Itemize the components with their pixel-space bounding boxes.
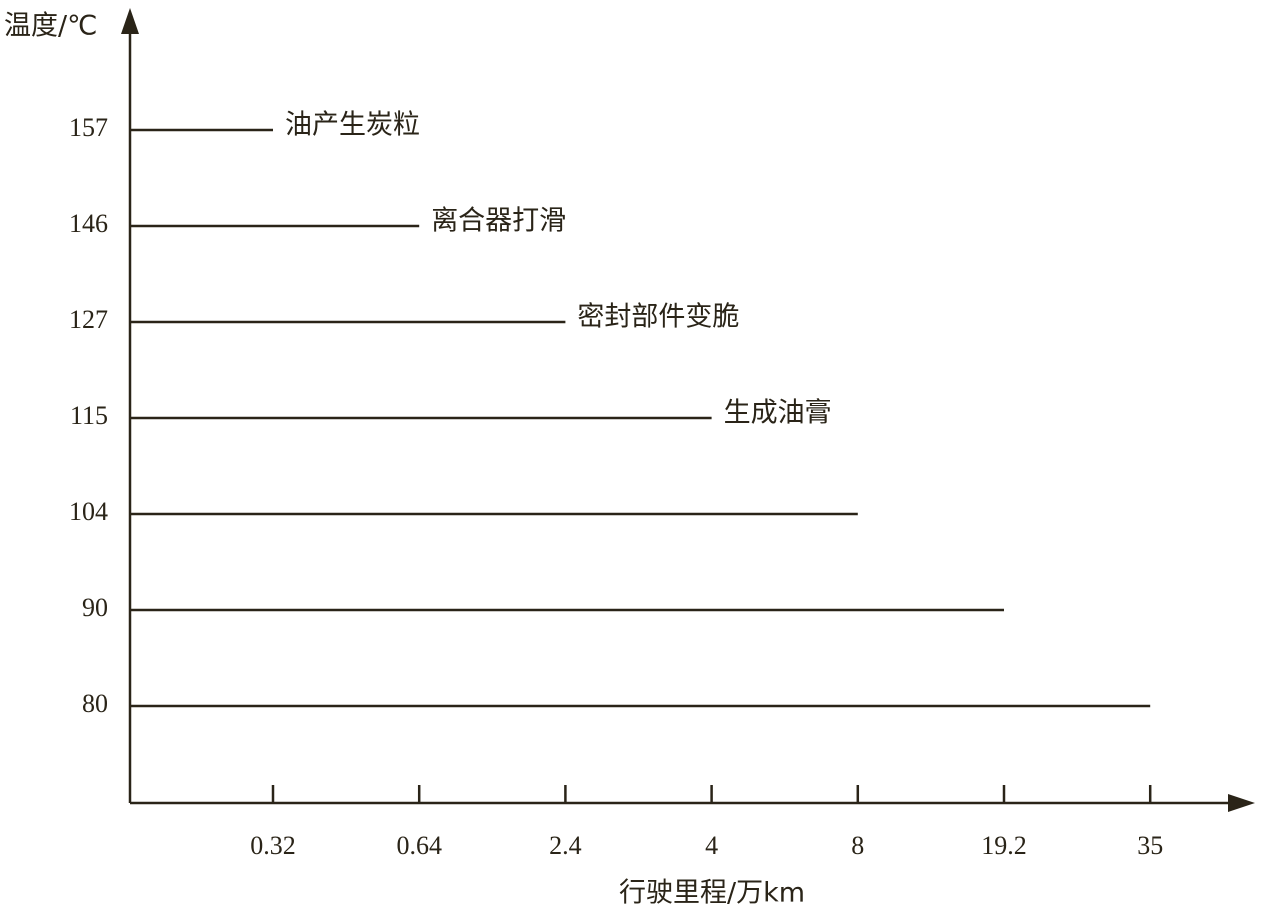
bar-label: 密封部件变脆 — [577, 302, 739, 333]
x-tick-label: 0.32 — [250, 831, 296, 860]
y-tick-label: 115 — [70, 401, 108, 430]
x-tick-label: 2.4 — [549, 831, 582, 860]
x-tick-label: 4 — [705, 831, 718, 860]
x-axis-label: 行驶里程/万km — [619, 878, 805, 909]
x-axis-arrow — [1228, 794, 1255, 812]
y-tick-label: 104 — [69, 497, 108, 526]
bar-label: 生成油膏 — [724, 398, 832, 429]
x-tick-label: 35 — [1137, 831, 1163, 860]
x-tick-label: 19.2 — [981, 831, 1027, 860]
y-tick-label: 127 — [69, 305, 108, 334]
bar-label: 离合器打滑 — [431, 206, 566, 237]
y-tick-label: 157 — [69, 113, 108, 142]
y-axis-label: 温度/℃ — [4, 11, 97, 42]
y-tick-label: 146 — [69, 209, 108, 238]
x-tick-label: 0.64 — [396, 831, 442, 860]
y-tick-label: 80 — [82, 689, 108, 718]
y-tick-label: 90 — [82, 593, 108, 622]
bar-label: 油产生炭粒 — [285, 110, 420, 141]
x-tick-label: 8 — [851, 831, 864, 860]
y-axis-arrow — [121, 8, 139, 34]
